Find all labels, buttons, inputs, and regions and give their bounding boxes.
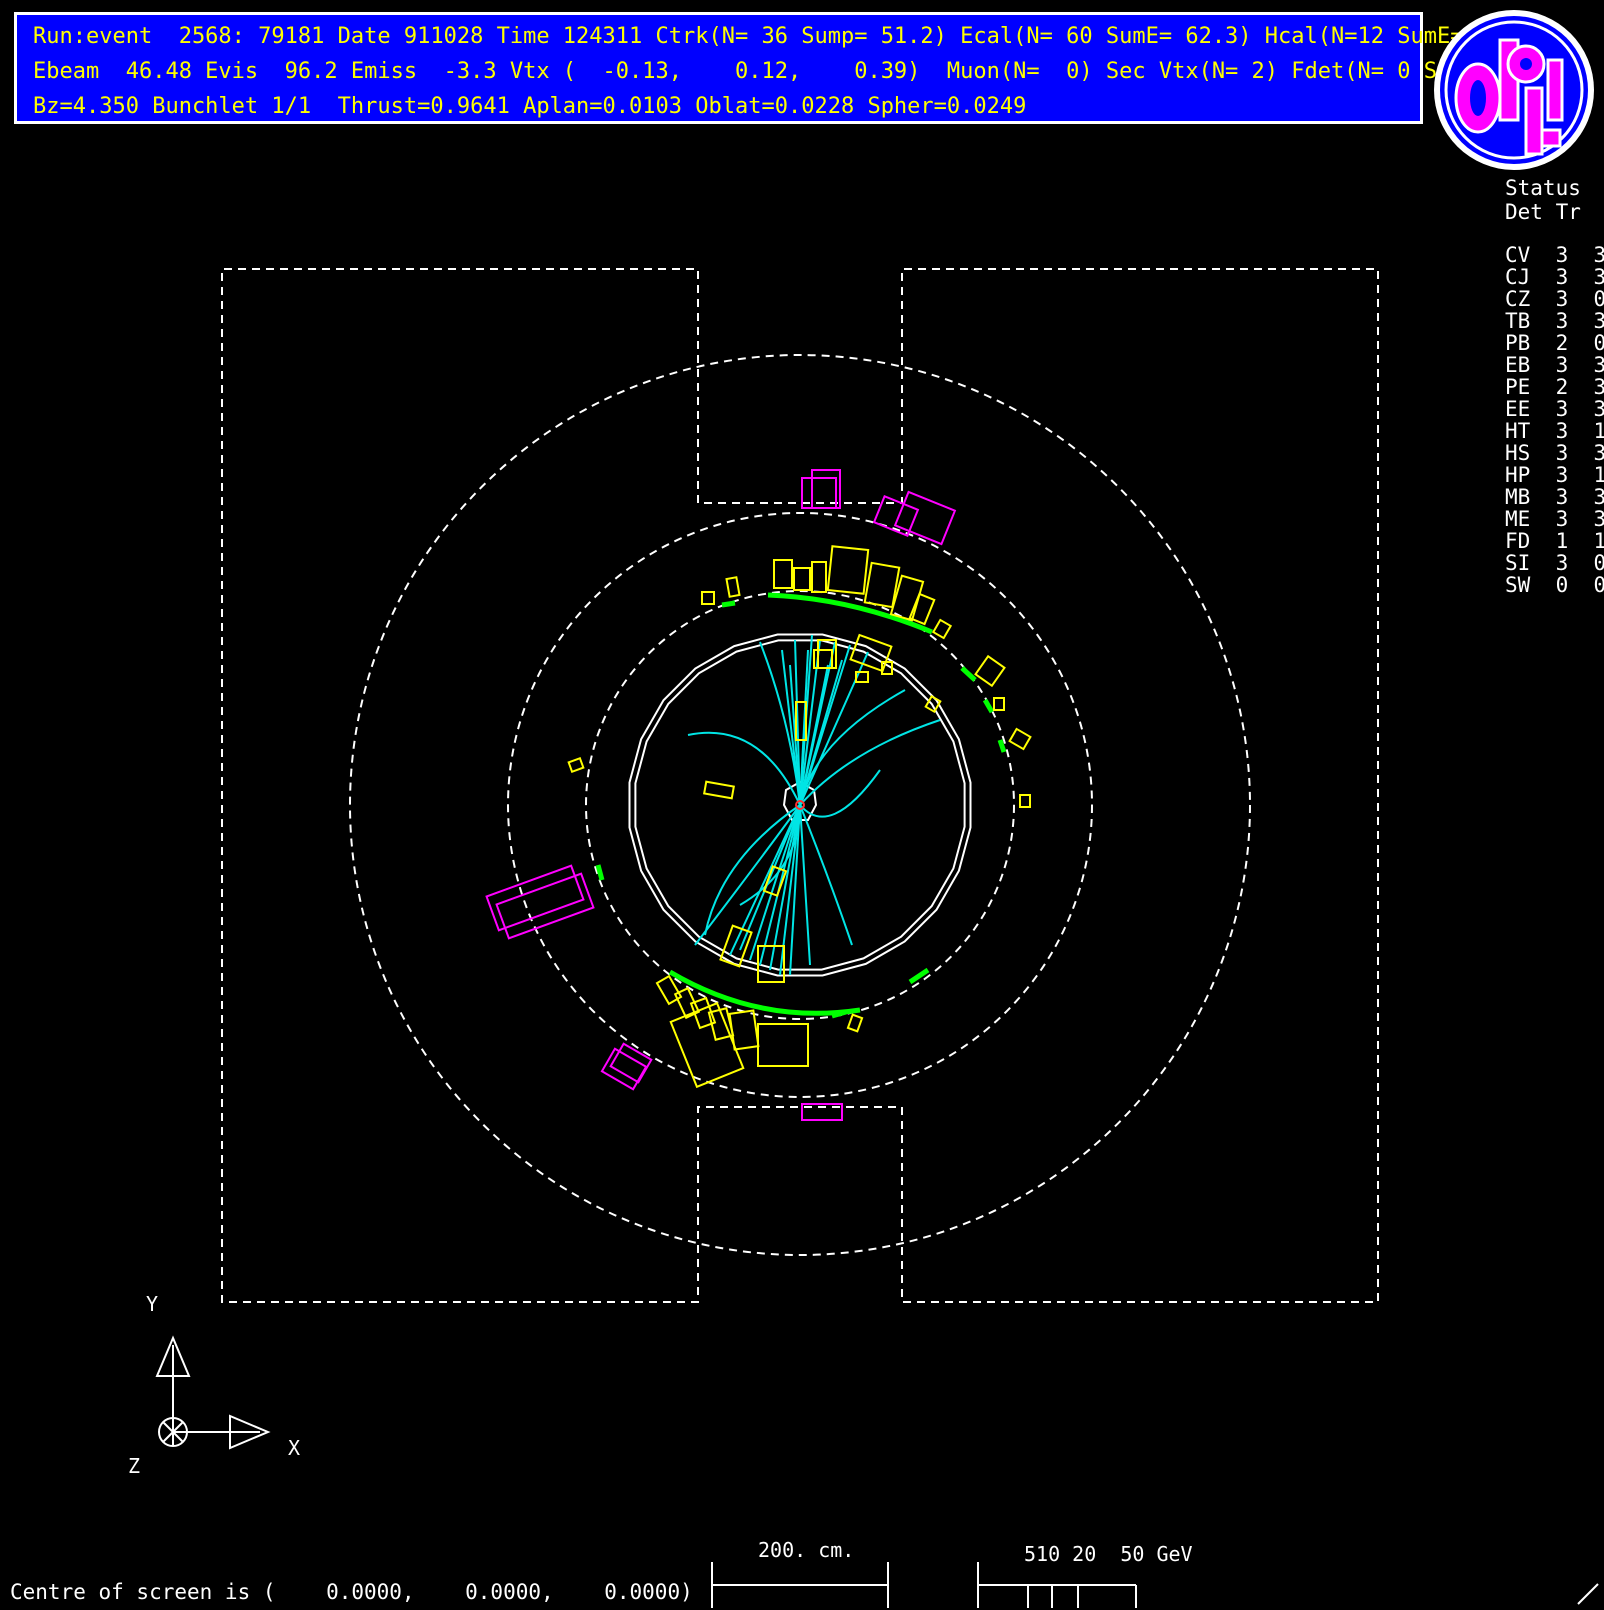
corner-mark [1577,1583,1599,1605]
status-columns: Det Tr [1505,200,1581,224]
status-row-hp: HP 3 1 [1505,463,1604,487]
status-row-mb: MB 3 3 [1505,485,1604,509]
status-row-sw: SW 0 0 [1505,573,1604,597]
header-line-3: Bz=4.350 Bunchlet 1/1 Thrust=0.9641 Apla… [33,94,1027,119]
hcal-towers [485,469,957,1121]
length-scale-bar [711,1562,889,1608]
event-header: Run:event 2568: 79181 Date 911028 Time 1… [14,12,1569,124]
status-row-hs: HS 3 3 [1505,441,1604,465]
header-line-2: Ebeam 46.48 Evis 96.2 Emiss -3.3 Vtx ( -… [33,59,1570,84]
status-row-ee: EE 3 3 [1505,397,1604,421]
energy-scale-bar [977,1562,1137,1608]
energy-scale-label: 510 20 50 GeV [1024,1542,1193,1566]
axis-y-label: Y [146,1292,159,1316]
status-row-me: ME 3 3 [1505,507,1604,531]
status-row-cv: CV 3 3 [1505,243,1604,267]
axis-x-label: X [288,1436,301,1460]
vertex-marker [795,800,805,810]
status-row-fd: FD 1 1 [1505,529,1604,553]
opal-logo [1434,10,1594,170]
status-title: Status [1505,176,1581,200]
status-panel: Status Det Tr [1505,176,1581,224]
ecal-clusters [567,545,1032,1089]
status-row-tb: TB 3 3 [1505,309,1604,333]
status-row-ht: HT 3 1 [1505,419,1604,443]
status-row-si: SI 3 0 [1505,551,1604,575]
axis-indicator [155,1335,271,1450]
status-row-pe: PE 2 3 [1505,375,1604,399]
status-rows: CV 3 3 CJ 3 3 CZ 3 0 TB 3 3 PB 2 0 EB 3 3 PE 2… [1505,244,1604,596]
centre-of-screen: Centre of screen is ( 0.0000, 0.0000, 0.… [10,1580,693,1604]
tracks [687,634,941,976]
detector-outline [221,268,1379,1303]
status-row-pb: PB 2 0 [1505,331,1604,355]
status-row-cz: CZ 3 0 [1505,287,1604,311]
status-row-eb: EB 3 3 [1505,353,1604,377]
header-line-1: Run:event 2568: 79181 Date 911028 Time 1… [33,24,1543,49]
axis-z-label: Z [128,1454,141,1478]
length-scale-label: 200. cm. [758,1538,855,1562]
status-row-cj: CJ 3 3 [1505,265,1604,289]
tof-hits [595,592,1007,1019]
